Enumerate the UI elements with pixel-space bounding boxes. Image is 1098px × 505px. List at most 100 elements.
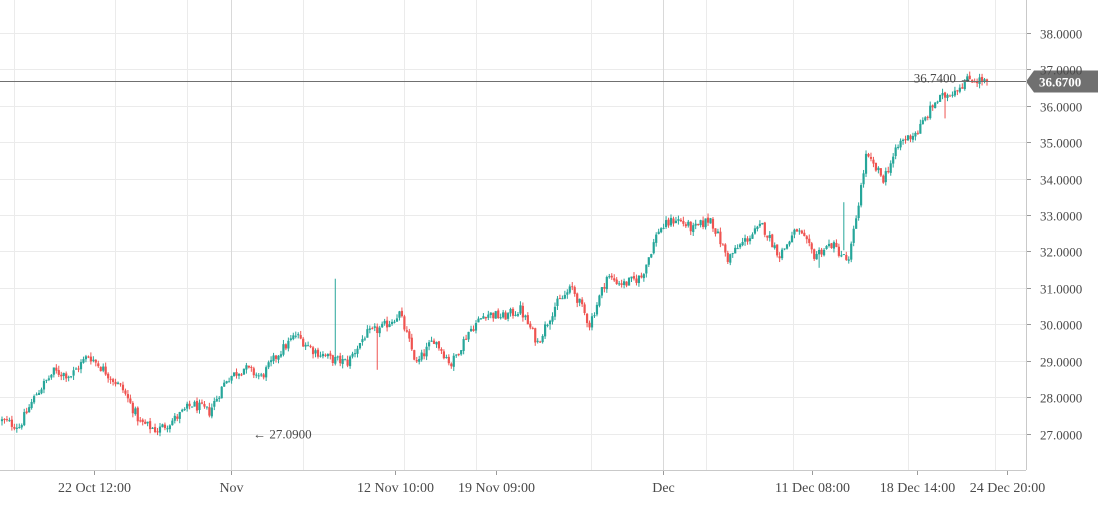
candle[interactable] xyxy=(625,281,628,288)
candle[interactable] xyxy=(50,373,53,380)
candle[interactable] xyxy=(736,244,739,250)
candle[interactable] xyxy=(620,279,623,288)
candle[interactable] xyxy=(225,380,228,384)
candle[interactable] xyxy=(45,379,48,384)
candle[interactable] xyxy=(240,373,243,377)
candle[interactable] xyxy=(492,312,495,322)
candle[interactable] xyxy=(457,353,460,357)
candle[interactable] xyxy=(287,337,290,352)
candle[interactable] xyxy=(410,333,413,351)
candle[interactable] xyxy=(5,415,9,422)
candle[interactable] xyxy=(432,338,436,345)
candle[interactable] xyxy=(667,217,670,228)
candle[interactable] xyxy=(573,285,576,297)
candle[interactable] xyxy=(72,366,75,380)
candle[interactable] xyxy=(859,182,863,208)
candle[interactable] xyxy=(13,423,16,431)
candle[interactable] xyxy=(642,273,645,282)
candle[interactable] xyxy=(168,424,171,433)
candle[interactable] xyxy=(798,228,801,235)
candle[interactable] xyxy=(316,347,320,359)
candle[interactable] xyxy=(613,274,616,282)
candle[interactable] xyxy=(556,296,559,310)
candle[interactable] xyxy=(173,413,176,424)
candle[interactable] xyxy=(983,77,986,84)
candle[interactable] xyxy=(257,372,260,380)
candle[interactable] xyxy=(230,375,233,384)
candle[interactable] xyxy=(497,308,500,319)
candle[interactable] xyxy=(460,350,463,356)
candle[interactable] xyxy=(87,355,90,359)
candle[interactable] xyxy=(388,320,391,328)
candle[interactable] xyxy=(640,272,643,279)
candle[interactable] xyxy=(351,351,354,359)
candle[interactable] xyxy=(37,389,41,396)
candle[interactable] xyxy=(719,227,722,248)
candle[interactable] xyxy=(346,355,349,368)
candle[interactable] xyxy=(963,78,966,91)
candle[interactable] xyxy=(102,363,105,373)
candle[interactable] xyxy=(376,323,379,370)
candle[interactable] xyxy=(304,342,307,350)
candle[interactable] xyxy=(899,138,902,151)
candle[interactable] xyxy=(524,314,527,321)
candle[interactable] xyxy=(18,423,21,429)
candle[interactable] xyxy=(378,325,381,338)
candle[interactable] xyxy=(84,354,88,363)
candle[interactable] xyxy=(144,419,147,425)
candle[interactable] xyxy=(242,368,246,375)
candle[interactable] xyxy=(731,252,734,258)
candle[interactable] xyxy=(897,144,900,150)
candle[interactable] xyxy=(687,219,690,228)
candle[interactable] xyxy=(578,298,581,307)
candle[interactable] xyxy=(773,242,776,250)
candle[interactable] xyxy=(319,351,322,358)
candle[interactable] xyxy=(709,217,712,224)
candle[interactable] xyxy=(403,314,406,332)
candle[interactable] xyxy=(803,229,806,237)
candle[interactable] xyxy=(200,399,204,405)
candle[interactable] xyxy=(418,355,421,365)
candle[interactable] xyxy=(289,335,292,342)
candle[interactable] xyxy=(442,349,445,360)
candle[interactable] xyxy=(943,91,947,119)
candle[interactable] xyxy=(539,340,542,343)
candle[interactable] xyxy=(818,247,821,268)
candle[interactable] xyxy=(358,342,362,350)
candle[interactable] xyxy=(894,144,897,160)
candle[interactable] xyxy=(961,83,964,89)
candle[interactable] xyxy=(714,228,717,237)
candle[interactable] xyxy=(25,407,28,415)
candle[interactable] xyxy=(97,360,100,368)
candle[interactable] xyxy=(181,408,184,413)
candle[interactable] xyxy=(131,401,134,418)
candle[interactable] xyxy=(600,287,603,299)
candle[interactable] xyxy=(309,344,312,349)
candle[interactable] xyxy=(702,216,705,230)
candle[interactable] xyxy=(89,352,92,365)
candle[interactable] xyxy=(874,162,878,172)
candle[interactable] xyxy=(425,342,428,361)
candle[interactable] xyxy=(119,382,122,387)
candle[interactable] xyxy=(386,316,389,332)
candle[interactable] xyxy=(911,132,915,143)
candle[interactable] xyxy=(771,233,774,248)
candle[interactable] xyxy=(452,353,455,371)
candle[interactable] xyxy=(161,423,164,428)
candle[interactable] xyxy=(877,166,880,174)
candle[interactable] xyxy=(353,349,357,358)
candle[interactable] xyxy=(445,354,448,359)
candle[interactable] xyxy=(605,275,608,293)
candle[interactable] xyxy=(694,219,697,230)
candle[interactable] xyxy=(366,325,369,338)
candle[interactable] xyxy=(455,354,458,358)
candle[interactable] xyxy=(506,312,510,322)
candle[interactable] xyxy=(743,234,747,246)
candle[interactable] xyxy=(23,408,26,427)
candle[interactable] xyxy=(595,302,599,317)
candle[interactable] xyxy=(482,313,485,319)
candle[interactable] xyxy=(563,290,566,300)
candle[interactable] xyxy=(484,316,487,321)
candle[interactable] xyxy=(785,243,789,250)
